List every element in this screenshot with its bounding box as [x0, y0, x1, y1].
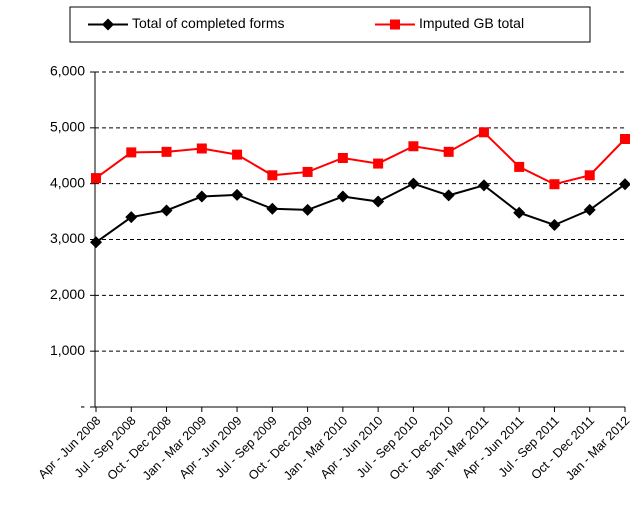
marker [126, 147, 137, 158]
y-tick-label: 5,000 [50, 119, 85, 135]
marker [102, 18, 114, 31]
x-tick-label: Jul - Sep 2009 [213, 414, 280, 481]
x-tick-label: Jul - Sep 2010 [354, 414, 421, 481]
marker [195, 190, 208, 203]
marker [548, 218, 561, 231]
marker [584, 170, 595, 181]
line [95, 131, 626, 186]
legend-label: Total of completed forms [132, 15, 285, 31]
y-tick-label: 3,000 [50, 230, 85, 246]
x-tick-label: Apr - Jun 2011 [459, 414, 526, 481]
marker [514, 161, 525, 172]
y-tick-label: 1,000 [50, 342, 85, 358]
marker [266, 202, 279, 215]
marker [302, 166, 313, 177]
marker [372, 195, 385, 208]
marker [267, 170, 278, 181]
marker [373, 158, 384, 169]
marker [125, 211, 138, 224]
x-tick-label: Apr - Jun 2009 [177, 414, 245, 482]
y-tick-label: 4,000 [50, 174, 85, 190]
marker [196, 143, 207, 154]
legend-label: Imputed GB total [419, 15, 524, 31]
marker [336, 190, 349, 203]
marker [407, 177, 420, 190]
marker [90, 236, 102, 249]
marker [301, 203, 314, 216]
y-tick-label: - [80, 398, 85, 414]
x-tick-label: Apr - Jun 2008 [36, 414, 104, 482]
y-tick-label: 6,000 [50, 63, 85, 79]
marker [549, 179, 560, 190]
x-tick-label: Jul - Sep 2008 [72, 414, 139, 481]
marker [91, 173, 101, 184]
marker [583, 203, 596, 216]
legend-box [69, 6, 591, 43]
y-tick-label: 2,000 [50, 286, 85, 302]
marker [337, 152, 348, 163]
marker [232, 149, 243, 160]
marker [620, 134, 630, 144]
marker [619, 178, 630, 191]
marker [408, 141, 419, 152]
marker [513, 206, 526, 219]
line [95, 182, 626, 244]
marker [231, 188, 244, 201]
marker [160, 204, 173, 217]
marker [442, 189, 455, 202]
marker [443, 146, 454, 157]
marker [390, 19, 400, 30]
marker [477, 179, 490, 192]
marker [478, 127, 489, 138]
marker [161, 146, 172, 157]
x-tick-label: Apr - Jun 2010 [318, 414, 386, 482]
